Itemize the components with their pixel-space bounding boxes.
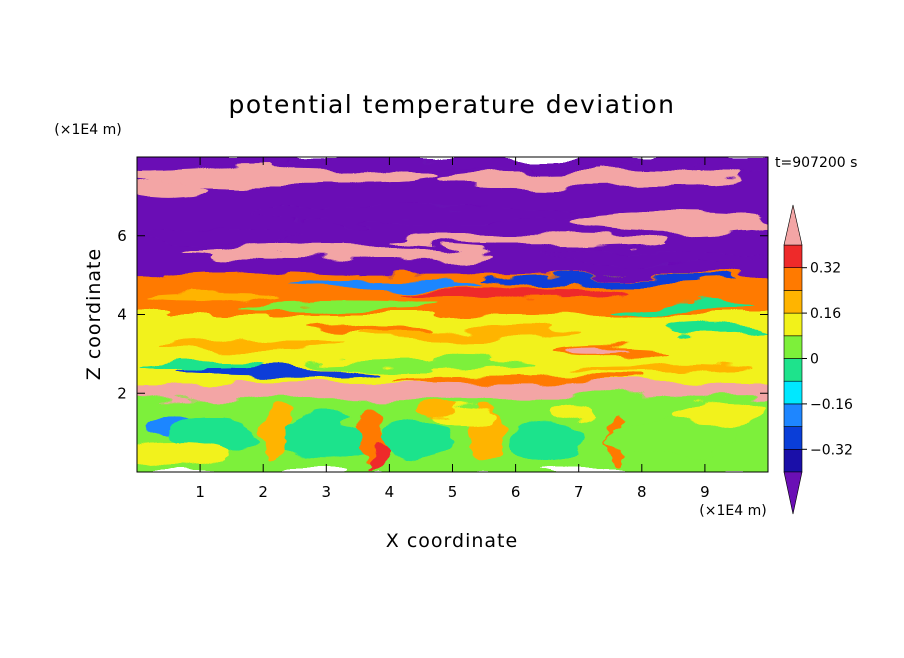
chart-title: potential temperature deviation (229, 90, 676, 119)
contour-feature (550, 405, 595, 421)
x-tick-label: 4 (385, 483, 395, 501)
contour-feature (137, 444, 226, 469)
time-label: t=907200 s (775, 155, 857, 171)
contour-feature (237, 301, 440, 312)
colorbar-segment (783, 380, 803, 405)
contour-feature (439, 169, 743, 188)
contour-feature (572, 212, 768, 232)
x-tick-label: 9 (700, 483, 710, 501)
contour-feature (610, 416, 737, 457)
colorbar-tick-label: 0.32 (810, 261, 841, 277)
y-tick-label: 6 (117, 227, 127, 245)
colorbar-segment (783, 267, 803, 291)
contour-feature (250, 206, 630, 222)
contour-feature (261, 405, 290, 461)
contour-feature (402, 288, 630, 298)
x-tick-label: 1 (195, 483, 205, 501)
x-axis-ticks: 1 2 3 4 5 6 7 8 9 (195, 157, 710, 501)
colorbar-segment (783, 403, 803, 427)
contour-feature (301, 324, 428, 333)
contour-feature (389, 375, 642, 384)
contour-feature (439, 311, 693, 322)
y-axis-unit: (×1E4 m) (54, 122, 121, 138)
contour-feature (566, 365, 756, 374)
contour-feature (540, 251, 768, 264)
y-tick-label: 4 (117, 306, 127, 324)
contour-feature (566, 349, 630, 355)
contour-feature (181, 247, 497, 260)
contour-feature (369, 440, 385, 472)
contour-band (137, 381, 768, 399)
colorbar-extend-max (783, 204, 803, 246)
y-tick-label: 2 (117, 384, 127, 402)
x-tick-label: 8 (637, 483, 647, 501)
colorbar-tick-label: −0.32 (810, 442, 853, 458)
contour-feature (307, 358, 535, 369)
contour-feature (278, 414, 374, 459)
colorbar-labels: −0.32 −0.16 0 0.16 0.32 (802, 261, 853, 458)
contour-feature (168, 420, 257, 453)
colorbar-tick-label: −0.16 (810, 397, 853, 413)
contour-feature (137, 227, 302, 244)
contour-feature (137, 164, 440, 185)
contour-feature (484, 276, 737, 286)
colorbar-segment (783, 448, 803, 473)
plot-area (137, 157, 768, 472)
contour-features (137, 158, 768, 472)
colorbar-segment (783, 290, 803, 314)
x-tick-label: 6 (511, 483, 521, 501)
contour-feature (509, 424, 586, 461)
contour-feature (351, 328, 579, 340)
colorbar (783, 204, 803, 515)
contour-feature-group (137, 158, 768, 472)
contour-feature (417, 401, 462, 417)
contour-feature (379, 420, 450, 461)
x-axis-unit: (×1E4 m) (699, 503, 766, 519)
colorbar-tick-label: 0.16 (810, 306, 841, 322)
y-axis-label: Z coordinate (83, 248, 105, 380)
x-tick-label: 7 (574, 483, 584, 501)
contour-feature (667, 324, 768, 336)
x-tick-label: 5 (448, 483, 458, 501)
colorbar-segment (783, 426, 803, 450)
contour-feature (389, 232, 668, 247)
colorbar-extend-min (783, 471, 803, 515)
contour-feature (294, 281, 485, 289)
colorbar-segment (783, 312, 803, 337)
contour-feature (603, 301, 756, 312)
x-tick-label: 2 (258, 483, 268, 501)
x-tick-label: 3 (322, 483, 332, 501)
contour-feature (673, 401, 762, 425)
x-axis-label: X coordinate (386, 530, 518, 552)
contour-feature (155, 340, 346, 352)
contour-feature (143, 292, 283, 301)
colorbar-tick-label: 0 (810, 352, 819, 368)
contour-feature (137, 180, 207, 197)
contour-feature (137, 361, 264, 370)
y-axis-ticks: 2 4 6 (117, 227, 768, 402)
colorbar-segment (783, 244, 803, 269)
contour-feature (162, 269, 365, 281)
colorbar-segment (783, 335, 803, 359)
contour-feature (692, 160, 768, 177)
colorbar-segment (783, 358, 803, 382)
